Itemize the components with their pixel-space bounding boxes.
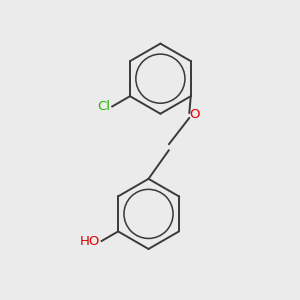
Text: Cl: Cl	[98, 100, 110, 113]
Text: HO: HO	[80, 235, 100, 248]
Text: O: O	[189, 108, 200, 122]
